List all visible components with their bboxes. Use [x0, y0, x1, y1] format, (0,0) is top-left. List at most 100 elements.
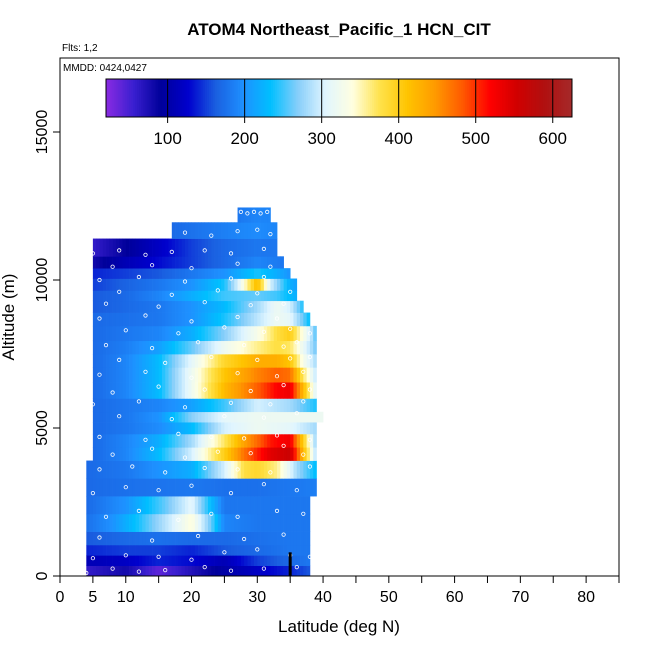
heat-cell	[286, 382, 291, 399]
sample-point	[110, 566, 115, 571]
sample-point	[90, 402, 96, 407]
heat-cell	[125, 268, 130, 279]
heat-cell	[184, 367, 189, 383]
colorbar-segment	[127, 79, 130, 117]
heat-cell	[201, 325, 206, 342]
heat-cell	[230, 398, 235, 413]
heat-cell	[280, 325, 284, 342]
heat-cell	[96, 268, 100, 279]
heat-cell	[135, 290, 140, 302]
heat-cell	[178, 447, 183, 461]
heat-cell	[224, 496, 229, 515]
x-tick-label: 10	[117, 589, 135, 606]
heat-cell	[293, 340, 298, 355]
heat-cell	[207, 555, 212, 566]
heat-cell	[122, 460, 127, 479]
sample-point	[97, 277, 102, 283]
heat-cell	[138, 268, 143, 279]
heat-cell	[207, 340, 212, 355]
heat-cell	[96, 290, 100, 302]
heat-cell	[214, 565, 219, 576]
heat-cell	[138, 460, 143, 479]
heat-cell	[125, 256, 130, 269]
heat-cell	[286, 433, 291, 448]
sample-point	[215, 449, 220, 454]
heat-cell	[211, 367, 215, 383]
heat-cell	[263, 367, 268, 383]
heat-cell	[204, 555, 209, 566]
heat-cell	[286, 290, 291, 302]
heat-cell	[250, 290, 255, 302]
colorbar-segment	[424, 79, 427, 117]
heat-cell	[165, 268, 169, 279]
heat-cell	[293, 447, 298, 461]
sample-point	[222, 550, 227, 555]
heat-cell	[158, 268, 163, 279]
heat-cell	[260, 460, 265, 479]
heat-cell	[184, 268, 189, 279]
heat-cell	[165, 340, 169, 355]
heat-cell	[138, 300, 143, 313]
heat-cell	[290, 531, 294, 546]
heat-cell	[270, 278, 275, 291]
colorbar-segment	[480, 79, 484, 117]
heat-cell	[201, 478, 206, 497]
heat-cell	[102, 496, 107, 515]
heat-cell	[214, 398, 219, 413]
heat-cell	[257, 565, 261, 576]
heat-cell	[188, 513, 192, 532]
heat-cell	[257, 531, 261, 546]
heat-cell	[175, 460, 179, 479]
heat-cell	[129, 544, 133, 556]
heat-cell	[263, 531, 268, 546]
heat-cell	[300, 398, 304, 413]
colorbar-segment	[403, 79, 406, 117]
heat-cell	[306, 555, 311, 566]
heat-cell	[115, 290, 120, 302]
heat-cell	[112, 422, 117, 435]
heat-cell	[224, 433, 229, 448]
colorbar-segment	[238, 79, 241, 117]
heat-cell	[99, 382, 104, 399]
heat-cell	[244, 207, 248, 223]
sample-point	[143, 313, 148, 318]
colorbar-segment	[304, 79, 307, 117]
colorbar-segment	[531, 79, 534, 117]
heat-cell	[171, 544, 176, 556]
heat-cell	[227, 300, 232, 313]
colorbar-segment	[278, 79, 282, 117]
colorbar-segment	[181, 79, 185, 117]
heat-cell	[125, 531, 130, 546]
heat-cell	[290, 325, 294, 342]
heat-cell	[148, 531, 153, 546]
heat-cell	[115, 531, 120, 546]
heat-cell	[217, 531, 222, 546]
heat-cell	[204, 268, 209, 279]
heat-cell	[181, 447, 186, 461]
heat-cell	[247, 367, 252, 383]
sample-point	[143, 369, 148, 374]
heat-cell	[145, 447, 150, 461]
heat-cell	[227, 367, 232, 383]
heat-cell	[125, 238, 130, 257]
heat-cell	[165, 382, 169, 399]
heat-cell	[270, 268, 275, 279]
heat-cell	[306, 531, 311, 546]
heat-cell	[260, 544, 265, 556]
heat-cell	[217, 496, 222, 515]
heat-cell	[267, 565, 271, 576]
colorbar-segment	[356, 79, 359, 117]
x-tick-label: 50	[380, 589, 398, 606]
colorbar-segment	[333, 79, 336, 117]
heat-cell	[115, 367, 120, 383]
colorbar-segment	[379, 79, 383, 117]
heat-cell	[214, 222, 219, 239]
heat-cell	[198, 300, 202, 313]
heat-cell	[194, 367, 199, 383]
heat-cell	[293, 555, 298, 566]
heat-cell	[207, 544, 212, 556]
heat-cell	[309, 340, 314, 355]
heat-cell	[168, 555, 173, 566]
heat-cell	[244, 278, 248, 291]
sample-point	[268, 402, 273, 407]
